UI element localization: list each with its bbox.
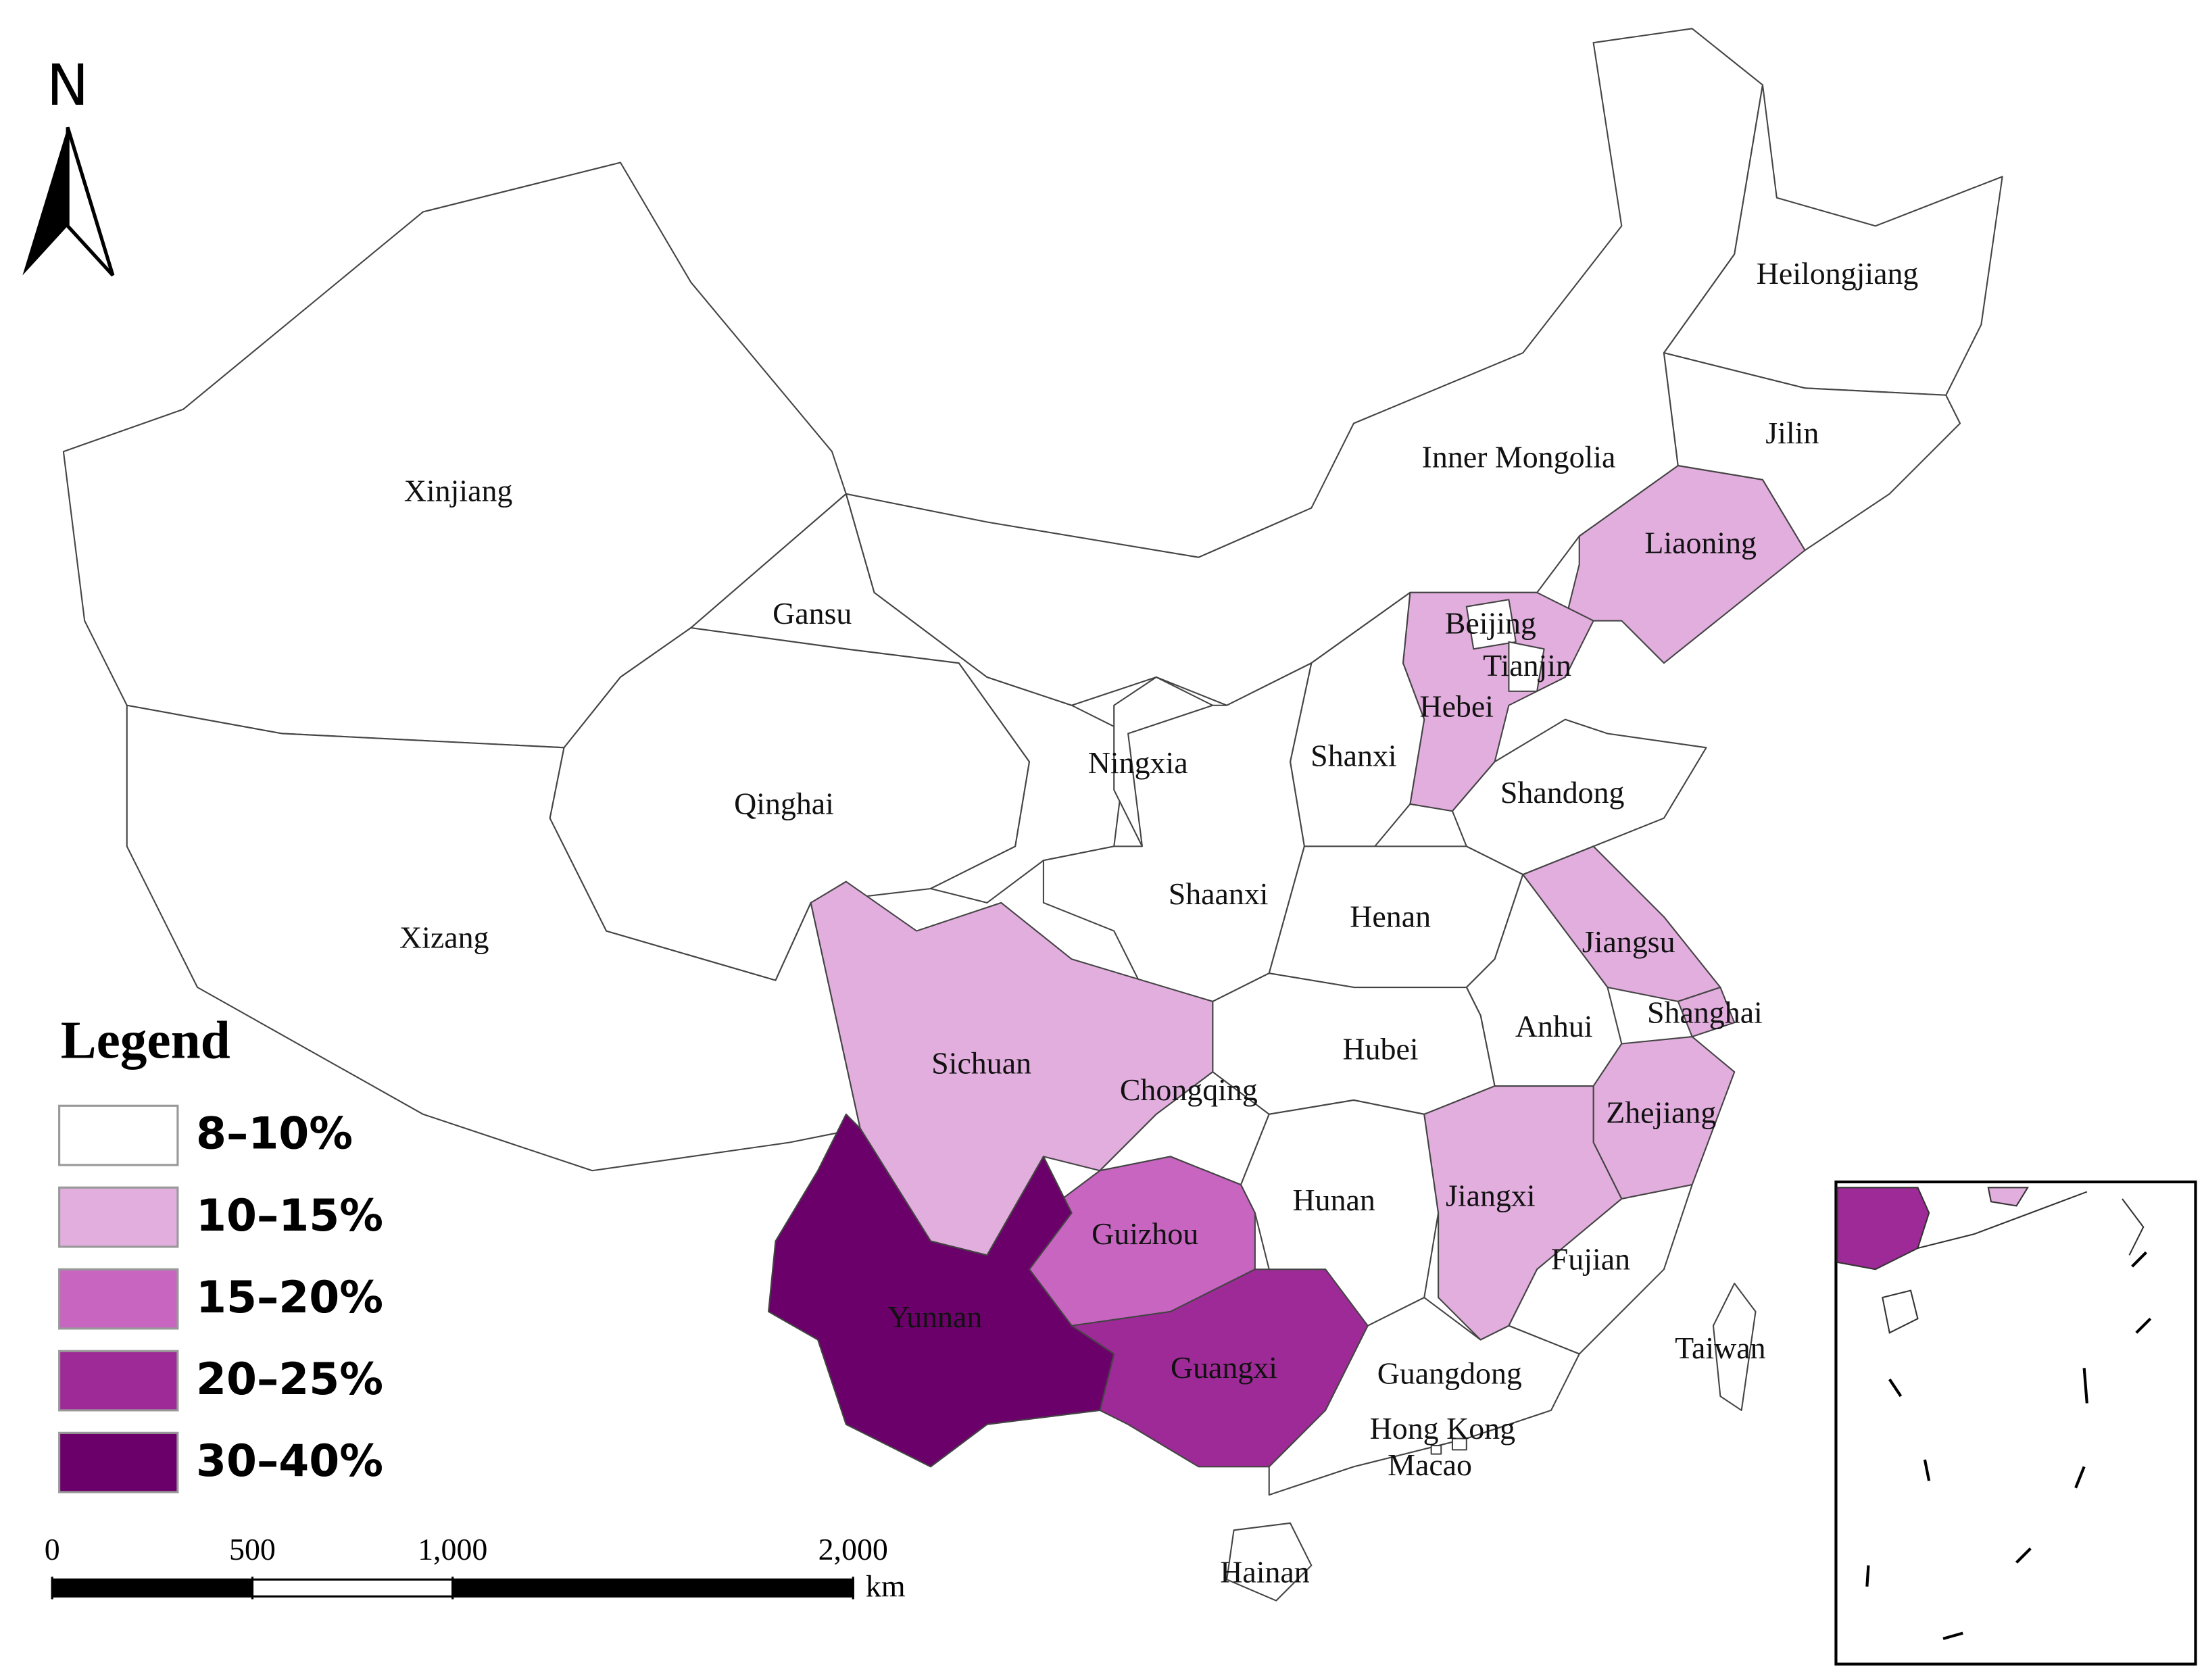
region [1226,1522,1313,1602]
region [768,1113,1115,1468]
region-label: Chongqing [1120,1072,1258,1107]
region-label: Guangxi [1171,1350,1277,1385]
arrow-right [66,126,115,277]
region-label: Taiwan [1675,1331,1765,1365]
legend-swatch [58,1104,179,1166]
legend-label: 20–25% [196,1354,383,1405]
north-arrow: N [22,53,115,277]
north-label: N [47,53,89,118]
inset-boundary [1865,1251,2152,1640]
scale-segment [451,1578,854,1598]
legend-title: Legend [61,1010,230,1070]
region-label: Shanghai [1647,995,1763,1029]
inset-coast [1917,1191,2145,1256]
region [1508,641,1545,692]
region-label: Jiangxi [1446,1179,1536,1213]
region-label: Henan [1350,899,1431,933]
region-label: Shanxi [1311,739,1396,773]
inset-land [1987,1187,2030,1207]
arrow-left [22,127,68,276]
region-label: Ningxia [1088,745,1188,780]
region-label: Hong Kong [1370,1411,1515,1446]
region [1677,986,1736,1038]
region-label: Macao [1388,1448,1472,1482]
region-label: Hunan [1293,1183,1375,1217]
region-label: Heilongjiang [1757,256,1919,291]
legend-label: 10–15% [196,1191,383,1241]
region-label: Jilin [1765,416,1819,450]
legend-swatch [58,1350,179,1412]
legend-swatch [58,1268,179,1330]
region-label: Inner Mongolia [1422,439,1616,474]
region-label: Beijing [1445,606,1536,640]
region-label: Hainan [1220,1555,1310,1589]
region [1712,1283,1757,1411]
region-label: Zhejiang [1606,1095,1716,1129]
scale-unit: km [866,1568,906,1603]
region-label: Shandong [1500,775,1625,810]
region-label: Jiangsu [1582,924,1675,959]
scale-tick-label: 500 [229,1532,276,1566]
region-label: Qinghai [734,787,834,821]
region [1564,465,1806,664]
region-label: Liaoning [1644,526,1757,560]
region-label: Yunnan [887,1300,982,1334]
region-label: Xizang [399,920,489,955]
scale-tick-label: 0 [45,1532,60,1566]
region-label: Shaanxi [1169,876,1269,911]
region-label: Hubei [1342,1032,1418,1066]
region-labels: Xinjiang Xizang Qinghai Gansu Inner Mongolia… [399,256,1918,1589]
region [1451,1437,1467,1451]
legend-label: 8–10% [196,1109,353,1160]
region-label: Tianjin [1483,648,1571,683]
scale-bar: km 0 500 1,000 2,000 [45,1532,906,1603]
region-label: Xinjiang [404,473,513,508]
inset-island [1882,1289,1919,1334]
regions [62,28,2003,1602]
scale-segment [251,1578,454,1598]
region [1430,1445,1442,1455]
legend-label: 15–20% [196,1273,383,1323]
region-label: Hebei [1419,689,1494,724]
legend-swatch [58,1186,179,1248]
region-label: Gansu [773,596,852,631]
inset [1834,1180,2197,1666]
region-label: Sichuan [931,1045,1031,1080]
region [1268,1296,1580,1496]
region-label: Anhui [1515,1009,1593,1043]
region-label: Guangdong [1377,1356,1522,1390]
legend: Legend 8–10% 10–15% 15–20% 20–25% 30–40% [58,1010,383,1493]
scale-tick-label: 1,000 [418,1532,487,1566]
legend-swatch [58,1431,179,1493]
scale-segment [51,1578,254,1598]
region-label: Guizhou [1092,1216,1198,1251]
region-label: Fujian [1551,1241,1630,1276]
region [1465,599,1517,650]
scale-tick-label: 2,000 [818,1532,888,1566]
legend-label: 30–40% [196,1436,383,1487]
